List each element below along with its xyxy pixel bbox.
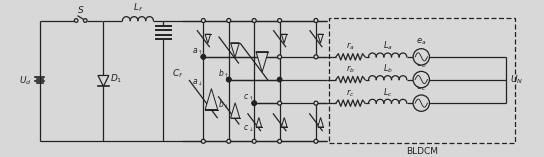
Text: $r_a$: $r_a$ <box>346 41 355 52</box>
Polygon shape <box>205 89 218 110</box>
Circle shape <box>201 139 205 143</box>
Text: $r_c$: $r_c$ <box>346 87 355 99</box>
Text: $r_b$: $r_b$ <box>346 64 355 75</box>
Circle shape <box>314 55 318 59</box>
Circle shape <box>201 55 205 59</box>
Polygon shape <box>98 76 109 86</box>
Circle shape <box>252 19 256 22</box>
Circle shape <box>252 101 256 105</box>
Text: $L_a$: $L_a$ <box>383 40 393 52</box>
Polygon shape <box>231 103 240 118</box>
Circle shape <box>252 101 256 105</box>
Bar <box>329 18 515 143</box>
Text: $e_c$: $e_c$ <box>416 83 426 93</box>
Circle shape <box>75 19 78 22</box>
Circle shape <box>413 49 429 65</box>
Circle shape <box>201 55 206 59</box>
Circle shape <box>277 19 282 22</box>
Text: $e_a$: $e_a$ <box>416 36 426 47</box>
Circle shape <box>277 101 282 105</box>
Circle shape <box>227 78 231 81</box>
Circle shape <box>226 77 231 82</box>
Polygon shape <box>318 117 324 127</box>
Circle shape <box>227 78 231 81</box>
Circle shape <box>201 55 205 59</box>
Circle shape <box>314 19 318 22</box>
Text: $L_f$: $L_f$ <box>133 2 143 14</box>
Circle shape <box>201 19 205 22</box>
Text: $a_\uparrow$: $a_\uparrow$ <box>193 46 203 57</box>
Text: $L_b$: $L_b$ <box>382 62 393 75</box>
Circle shape <box>277 77 282 82</box>
Text: $b_\downarrow$: $b_\downarrow$ <box>218 99 229 111</box>
Polygon shape <box>318 34 323 43</box>
Circle shape <box>252 139 256 143</box>
Circle shape <box>277 139 282 143</box>
Text: $b_\uparrow$: $b_\uparrow$ <box>218 68 229 80</box>
Text: $L_c$: $L_c$ <box>383 86 393 99</box>
Circle shape <box>83 19 87 22</box>
Text: $c_\uparrow$: $c_\uparrow$ <box>243 92 254 103</box>
Polygon shape <box>231 43 239 57</box>
Polygon shape <box>256 52 268 72</box>
Circle shape <box>413 95 429 111</box>
Text: $e_b$: $e_b$ <box>416 59 426 70</box>
Circle shape <box>252 101 256 106</box>
Text: BLDCM: BLDCM <box>406 147 438 156</box>
Circle shape <box>314 101 318 105</box>
Text: $U_N$: $U_N$ <box>510 73 523 86</box>
Polygon shape <box>256 117 262 127</box>
Text: $c_\downarrow$: $c_\downarrow$ <box>243 123 254 134</box>
Text: $U_d$: $U_d$ <box>19 75 32 87</box>
Polygon shape <box>205 34 211 43</box>
Circle shape <box>277 55 282 59</box>
Text: $S$: $S$ <box>77 4 84 15</box>
Circle shape <box>227 139 231 143</box>
Circle shape <box>227 19 231 22</box>
Text: $D_1$: $D_1$ <box>110 73 122 85</box>
Text: $a_\downarrow$: $a_\downarrow$ <box>193 77 203 87</box>
Circle shape <box>413 71 429 88</box>
Circle shape <box>314 139 318 143</box>
Polygon shape <box>281 34 287 43</box>
Text: $C_f$: $C_f$ <box>172 67 184 80</box>
Polygon shape <box>281 117 287 127</box>
